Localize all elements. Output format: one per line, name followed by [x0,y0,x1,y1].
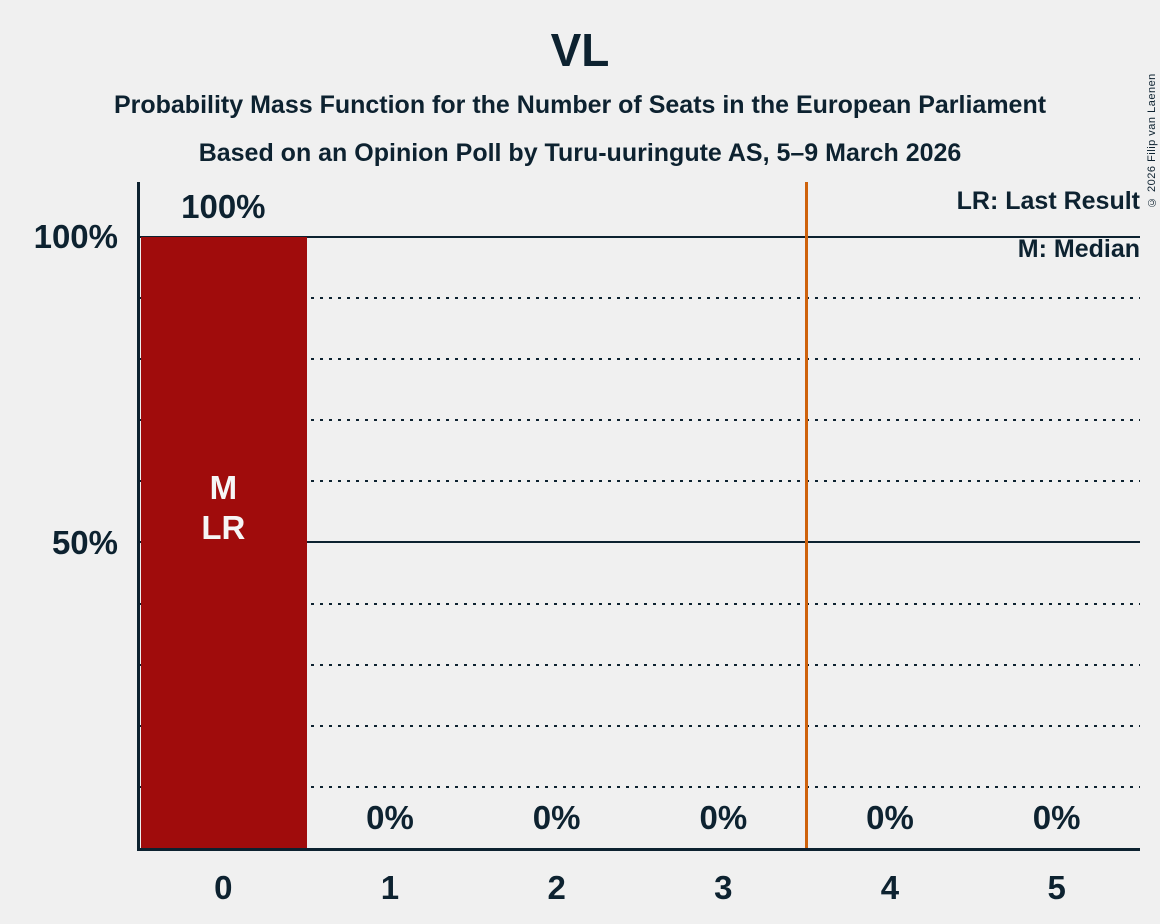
x-axis [137,848,1140,851]
median-marker-label: M [209,469,238,506]
x-tick-label-1: 1 [380,869,400,906]
x-tick-labels: 0 1 2 3 4 5 [140,866,1140,910]
bar-slot-3: 0% [640,182,807,848]
chart-subtitle: Probability Mass Function for the Number… [113,91,1047,119]
bar-slot-5: 0% [973,182,1140,848]
gridline-20 [140,724,1140,727]
bar-value-label-5: 0% [1032,799,1081,836]
legend-last-result: LR: Last Result [956,187,1140,215]
bar-slot-4: 0% [807,182,974,848]
bar-value-label-1: 0% [366,799,414,836]
plot-area: 100% M LR 0% 0% 0% 0% 0% [137,182,1140,851]
gridline-30 [140,663,1140,666]
bar-markers-0: M LR [140,468,307,548]
gridline-70 [140,419,1140,422]
x-tick-label-4: 4 [880,869,900,906]
gridline-40 [140,602,1140,605]
gridline-90 [140,297,1140,300]
gridline-80 [140,358,1140,361]
bar-slot-1: 0% [307,182,474,848]
bar-slot-2: 0% [473,182,640,848]
bar-value-label-0: 100% [181,187,266,225]
gridline-60 [140,480,1140,483]
bar-slot-0: 100% M LR [140,182,307,848]
x-tick-label-5: 5 [1047,869,1066,906]
last-result-threshold-line [805,182,809,848]
bar-value-label-4: 0% [866,799,914,836]
chart-title: VL [550,24,610,76]
y-tick-label-50: 50% [51,524,118,561]
last-result-marker-label: LR [201,509,246,546]
chart-source-line: Based on an Opinion Poll by Turu-uuringu… [198,139,962,167]
legend-median: M: Median [1017,235,1140,263]
bar-0 [141,236,307,848]
y-tick-label-100: 100% [33,218,118,255]
gridline-100 [140,235,1140,238]
x-tick-label-3: 3 [714,869,733,906]
y-axis [137,182,140,851]
x-tick-label-0: 0 [214,869,233,906]
bar-value-label-3: 0% [699,799,748,836]
x-tick-label-2: 2 [547,869,566,906]
bar-value-label-2: 0% [532,799,581,836]
gridline-50 [140,541,1140,544]
gridline-10 [140,785,1140,788]
